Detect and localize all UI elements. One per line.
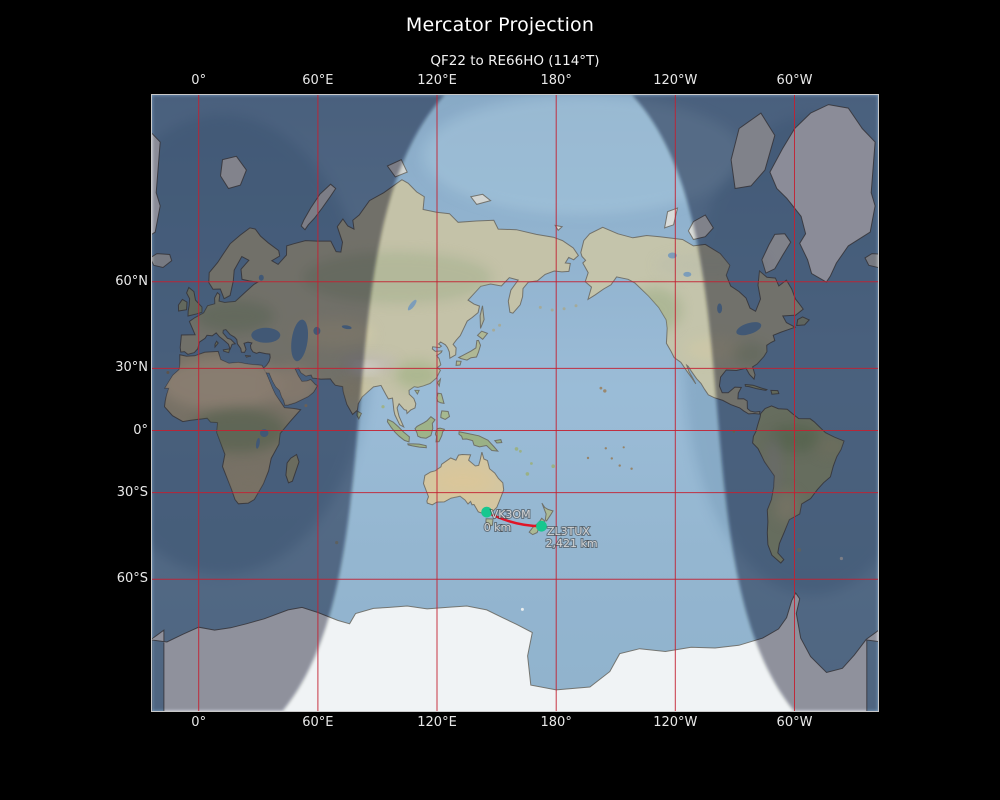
station-marker-VK3OM [481,506,493,518]
tick-label-top-2: 120°E [417,73,457,88]
day-night-overlay [152,95,878,711]
tick-label-left-2: 0° [133,422,148,438]
tick-label-top-4: 120°W [653,73,698,88]
axes-subtitle: QF22 to RE66HO (114°T) [430,53,600,69]
station-distance: 0 km [484,521,512,534]
tick-label-bottom-5: 60°W [776,715,813,730]
tick-label-top-0: 0° [191,73,207,88]
tick-label-top-5: 60°W [776,73,813,88]
tick-label-bottom-2: 120°E [417,715,457,730]
map-axes: VK3OM 0 km ZL3TUX 2,421 km [151,94,879,712]
tick-label-left-3: 30°S [116,484,148,500]
figure-title: Mercator Projection [405,14,595,36]
station-distance: 2,421 km [546,537,598,550]
tick-label-left-4: 60°S [116,571,148,587]
tick-label-top-1: 60°E [302,73,334,88]
station-callsign: VK3OM [491,508,531,521]
tick-label-bottom-3: 180° [540,715,572,730]
graticule [152,95,878,711]
tick-label-top-3: 180° [540,73,572,88]
daylight-region [282,95,794,711]
tick-label-bottom-4: 120°W [653,715,698,730]
station-marker-ZL3TUX [536,520,547,532]
tick-label-bottom-0: 0° [191,715,207,730]
night-region [152,95,878,711]
station-callsign: ZL3TUX [547,525,590,538]
tick-label-left-1: 30°N [115,360,148,376]
tick-label-bottom-1: 60°E [302,715,334,730]
tick-label-left-0: 60°N [115,273,148,289]
